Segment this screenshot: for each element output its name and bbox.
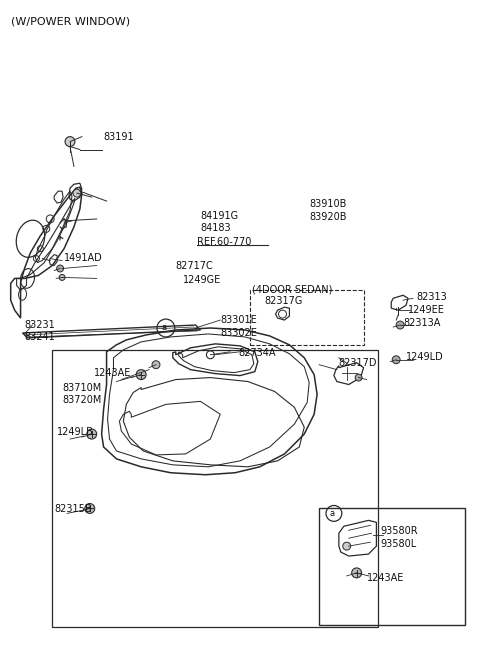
Circle shape — [65, 136, 75, 146]
Text: 1249GE: 1249GE — [183, 276, 221, 285]
Text: 82317D: 82317D — [339, 358, 377, 368]
Circle shape — [396, 321, 404, 329]
Circle shape — [85, 504, 95, 514]
Text: 93580R
93580L: 93580R 93580L — [380, 526, 418, 548]
Text: (4DOOR SEDAN): (4DOOR SEDAN) — [252, 284, 332, 295]
Text: 82313: 82313 — [416, 293, 447, 302]
Text: 82717C: 82717C — [176, 260, 214, 270]
Text: REF.60-770: REF.60-770 — [196, 237, 251, 247]
Text: a: a — [161, 323, 167, 333]
Text: 1243AE: 1243AE — [367, 573, 404, 583]
Text: 1249LB: 1249LB — [57, 427, 94, 437]
Text: 1243AE: 1243AE — [94, 367, 131, 378]
Text: 83710M
83720M: 83710M 83720M — [62, 382, 101, 405]
Text: 83231
83241: 83231 83241 — [24, 320, 55, 342]
Circle shape — [87, 429, 96, 439]
Bar — [319, 508, 466, 625]
Circle shape — [73, 189, 81, 197]
Text: 1249LD: 1249LD — [406, 352, 444, 362]
Circle shape — [136, 369, 146, 380]
Text: 83191: 83191 — [104, 132, 134, 142]
Circle shape — [355, 374, 362, 381]
Text: 82317G: 82317G — [264, 297, 303, 306]
Circle shape — [57, 265, 63, 272]
Text: 84191G
84183: 84191G 84183 — [201, 211, 239, 234]
Circle shape — [343, 542, 351, 550]
Bar — [250, 291, 363, 345]
Text: 83910B
83920B: 83910B 83920B — [309, 199, 347, 222]
Text: (W/POWER WINDOW): (W/POWER WINDOW) — [11, 16, 130, 27]
Text: 82313A: 82313A — [403, 318, 441, 328]
Circle shape — [59, 274, 65, 280]
Text: 1491AD: 1491AD — [64, 253, 103, 262]
Text: 1249EE: 1249EE — [408, 305, 445, 315]
Text: 82734A: 82734A — [238, 348, 276, 358]
Circle shape — [352, 568, 361, 578]
Text: a: a — [329, 509, 335, 518]
Bar — [52, 350, 378, 627]
Circle shape — [152, 361, 160, 369]
Text: 83301E
83302E: 83301E 83302E — [220, 315, 257, 337]
Circle shape — [392, 356, 400, 363]
Text: 82315B: 82315B — [54, 504, 92, 514]
